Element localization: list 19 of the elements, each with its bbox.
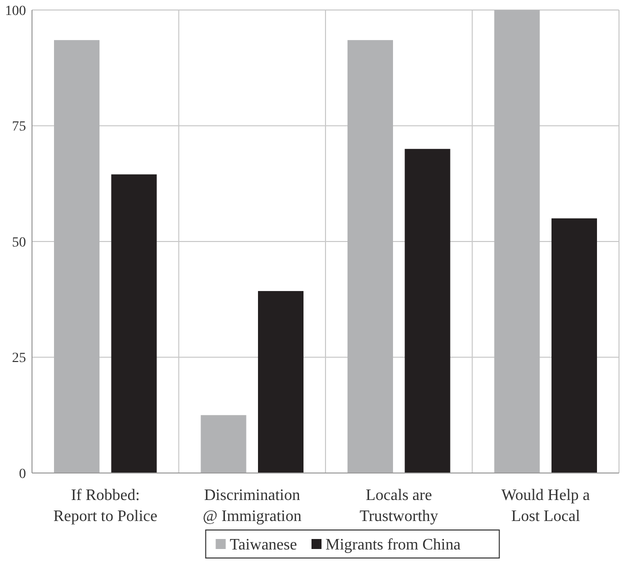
y-tick-label: 50 bbox=[12, 235, 26, 250]
bar bbox=[404, 148, 450, 473]
x-tick-label: Locals are Trustworthy bbox=[360, 487, 438, 525]
y-tick-label: 25 bbox=[12, 351, 26, 366]
bar bbox=[494, 10, 540, 473]
bar bbox=[200, 415, 246, 473]
bar bbox=[348, 40, 394, 473]
bar bbox=[551, 218, 597, 473]
x-tick-label: If Robbed: Report to Police bbox=[53, 487, 158, 525]
legend-label: Migrants from China bbox=[326, 536, 461, 554]
y-tick-label: 100 bbox=[5, 4, 26, 19]
y-tick-label: 0 bbox=[19, 466, 26, 482]
legend-label: Taiwanese bbox=[230, 536, 297, 554]
bar bbox=[111, 174, 157, 473]
bar bbox=[258, 291, 304, 473]
x-tick-label: Discrimination @ Immigration bbox=[202, 487, 302, 525]
y-tick-label: 75 bbox=[12, 120, 26, 135]
bar bbox=[54, 40, 100, 473]
x-tick-label: Would Help a Lost Local bbox=[501, 487, 590, 525]
